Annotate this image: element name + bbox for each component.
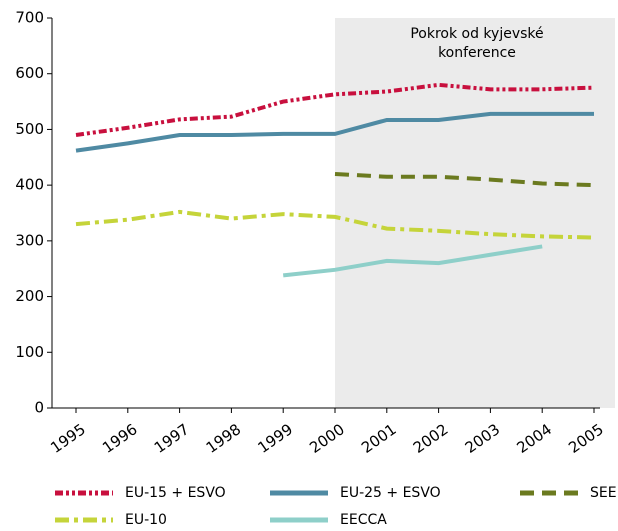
- y-tick-label: 500: [15, 120, 44, 138]
- legend-label: EU-10: [125, 512, 167, 528]
- y-tick-label: 600: [15, 64, 44, 82]
- legend-label: EU-25 + ESVO: [340, 485, 441, 501]
- legend-label: EU-15 + ESVO: [125, 485, 226, 501]
- x-tick-label: 2004: [513, 420, 555, 457]
- y-tick-label: 100: [15, 343, 44, 361]
- legend-label: SEE: [590, 485, 617, 501]
- y-tick-label: 0: [34, 399, 44, 417]
- series-line: [282, 244, 543, 278]
- series-line: [75, 111, 594, 153]
- annotation: konference: [438, 45, 516, 61]
- y-tick-label: 300: [15, 231, 44, 249]
- x-tick-label: 1998: [203, 420, 245, 457]
- x-tick-label: 2005: [565, 420, 607, 457]
- legend-label: EECCA: [340, 512, 387, 528]
- x-tick-label: 2003: [462, 420, 504, 457]
- x-tick-label: 1999: [254, 420, 296, 457]
- annotation: Pokrok od kyjevské: [410, 26, 543, 42]
- x-tick-label: 2001: [358, 420, 400, 457]
- y-tick-label: 200: [15, 287, 44, 305]
- x-tick-label: 1995: [47, 420, 89, 457]
- highlight-region: [335, 18, 615, 408]
- x-tick-label: 2000: [306, 420, 348, 457]
- series-line: [75, 209, 595, 240]
- x-tick-label: 1996: [99, 420, 141, 457]
- y-tick-label: 400: [15, 176, 44, 194]
- x-tick-label: 2002: [410, 420, 452, 457]
- x-tick-label: 1997: [151, 420, 193, 457]
- series-line: [75, 82, 595, 137]
- y-tick-label: 700: [15, 9, 44, 27]
